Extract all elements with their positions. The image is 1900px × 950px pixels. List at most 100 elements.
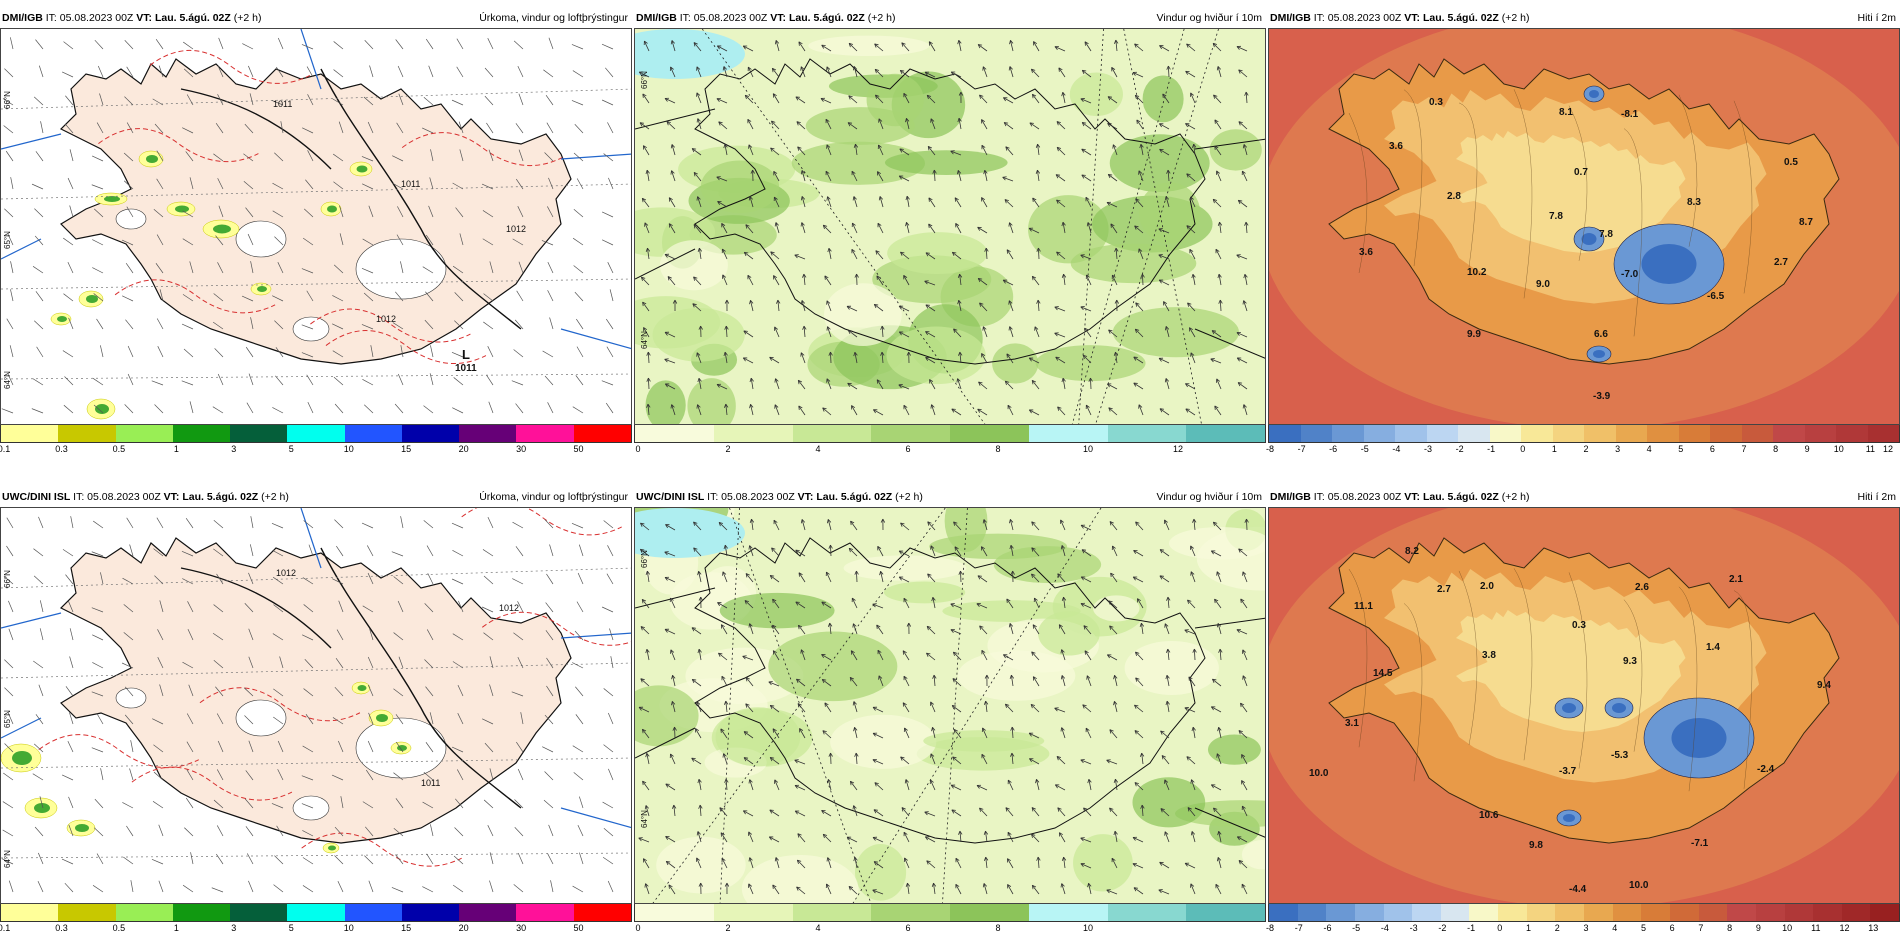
- wind-barb: [338, 600, 344, 613]
- wind-arrow: [794, 784, 806, 791]
- colorbar: [1268, 425, 1900, 443]
- colorbar-segment: [1186, 904, 1265, 921]
- colorbar-segment: [1297, 904, 1327, 921]
- colorbar-segment: [1498, 904, 1527, 921]
- map-canvas[interactable]: 66°N 64°N: [634, 28, 1266, 425]
- wind-arrow: [644, 883, 650, 895]
- wind-arrow: [769, 757, 780, 765]
- colorbar-segment: [1269, 425, 1301, 442]
- wind-arrow: [898, 305, 910, 312]
- wind-arrow: [878, 196, 884, 208]
- wind-arrow: [1242, 649, 1248, 661]
- colorbar-tick-label: 15: [401, 444, 412, 454]
- wind-arrow: [981, 353, 988, 364]
- wind-arrow: [1158, 228, 1170, 234]
- colorbar-tick-label: 11: [1865, 444, 1876, 454]
- colorbar-tick-label: 10: [343, 444, 354, 454]
- wind-arrow: [1241, 170, 1248, 182]
- colorbar-tick-label: 10: [1782, 923, 1793, 933]
- wind-barb: [571, 44, 584, 50]
- wind-barb: [603, 827, 614, 837]
- wind-barb: [606, 346, 614, 358]
- wind-arrow: [744, 600, 754, 609]
- wind-barb: [511, 691, 524, 697]
- wind-barb: [127, 373, 134, 386]
- wind-arrow: [952, 756, 962, 765]
- wind-barb: [218, 205, 224, 218]
- wind-barb: [156, 178, 164, 190]
- wind-barb: [601, 606, 614, 613]
- wind-arrow: [848, 42, 858, 52]
- wind-barb: [571, 522, 584, 529]
- colorbar-tick-label: 6: [1709, 444, 1715, 454]
- wind-arrow: [1163, 301, 1170, 312]
- panel-title: Úrkoma, vindur og loftþrýstingur: [479, 12, 628, 24]
- map-canvas[interactable]: 66°N 64°N: [634, 507, 1266, 904]
- wind-arrow: [899, 148, 910, 156]
- wind-barb: [33, 660, 44, 669]
- wind-arrow: [925, 331, 936, 338]
- wind-barb: [573, 772, 584, 781]
- wind-arrow: [1215, 248, 1222, 260]
- wind-barb: [544, 714, 554, 725]
- wind-arrow: [926, 94, 936, 104]
- colorbar-tick-label: 1: [173, 444, 179, 454]
- wind-speed-area: [635, 685, 699, 747]
- wind-speed-area: [700, 160, 780, 214]
- wind-arrow: [697, 571, 702, 583]
- wind-arrow: [1058, 624, 1066, 635]
- wind-barb: [606, 318, 614, 330]
- wind-speed-area: [1132, 777, 1206, 828]
- wind-barb: [423, 771, 434, 781]
- wind-arrow: [929, 379, 936, 390]
- map-canvas[interactable]: 1012 1012 1011 66°N 65°N 64°N: [0, 507, 632, 904]
- wind-barb: [91, 551, 104, 557]
- wind-barb: [489, 261, 494, 274]
- wind-arrow: [716, 176, 728, 182]
- wind-arrow: [645, 247, 651, 260]
- wind-arrow: [1085, 196, 1092, 208]
- wind-arrow: [1159, 148, 1170, 156]
- temperature-value-label: 14.5: [1373, 668, 1393, 679]
- wind-arrow: [976, 784, 988, 791]
- wind-arrow: [1216, 753, 1222, 765]
- wind-arrow: [794, 254, 806, 260]
- wind-arrow: [926, 652, 936, 661]
- wind-barb: [577, 572, 584, 585]
- map-canvas[interactable]: 8.2 11.1 2.7 2.0 2.6 2.1 0.3 3.8 9.3 1.4 14.5 9.4 3.…: [1268, 507, 1900, 904]
- wind-arrow: [800, 222, 806, 234]
- wind-barb: [272, 407, 284, 414]
- wind-arrow: [776, 299, 781, 312]
- wind-barb: [487, 825, 494, 837]
- wind-arrow: [1010, 570, 1015, 583]
- wind-arrow: [769, 704, 780, 713]
- wind-barb: [245, 770, 254, 781]
- strong-wind-area: [635, 29, 745, 79]
- temp-contour: [1733, 100, 1753, 294]
- cold-core: [1641, 244, 1697, 284]
- wind-barb: [515, 178, 524, 190]
- precip-core: [146, 155, 158, 163]
- wind-arrow: [827, 247, 832, 260]
- wind-barb: [307, 94, 314, 106]
- wind-arrow: [640, 626, 650, 635]
- map-panel-precip: DMI/IGB IT: 05.08.2023 00Z VT: Lau. 5.ág…: [0, 8, 632, 464]
- wind-barb: [248, 656, 254, 669]
- valid-time-label: VT:: [136, 12, 153, 24]
- map-canvas[interactable]: 0.3 8.1 -8.1 3.6 0.7 0.5 2.8 8.3 7.8 7.8 8.7 3.6 10.…: [1268, 28, 1900, 425]
- wind-arrow: [716, 383, 728, 390]
- panel-run-info: DMI/IGB IT: 05.08.2023 00Z VT: Lau. 5.ág…: [1270, 8, 1529, 28]
- wind-arrow: [717, 200, 728, 208]
- wind-barb: [211, 887, 224, 893]
- wind-arrow: [693, 547, 702, 557]
- temperature-value-label: -8.1: [1621, 109, 1639, 120]
- wind-barb: [93, 404, 104, 414]
- wind-arrow: [898, 384, 910, 390]
- wind-arrow: [826, 196, 832, 208]
- map-canvas[interactable]: 1011 1011 1012 1012 L 1011 66°N 65°N 64°N: [0, 28, 632, 425]
- wind-arrow: [899, 69, 910, 78]
- colorbar-segment: [1584, 904, 1613, 921]
- wind-arrow: [1216, 378, 1222, 390]
- wind-speed-area: [1241, 840, 1265, 870]
- wind-arrow: [853, 856, 858, 869]
